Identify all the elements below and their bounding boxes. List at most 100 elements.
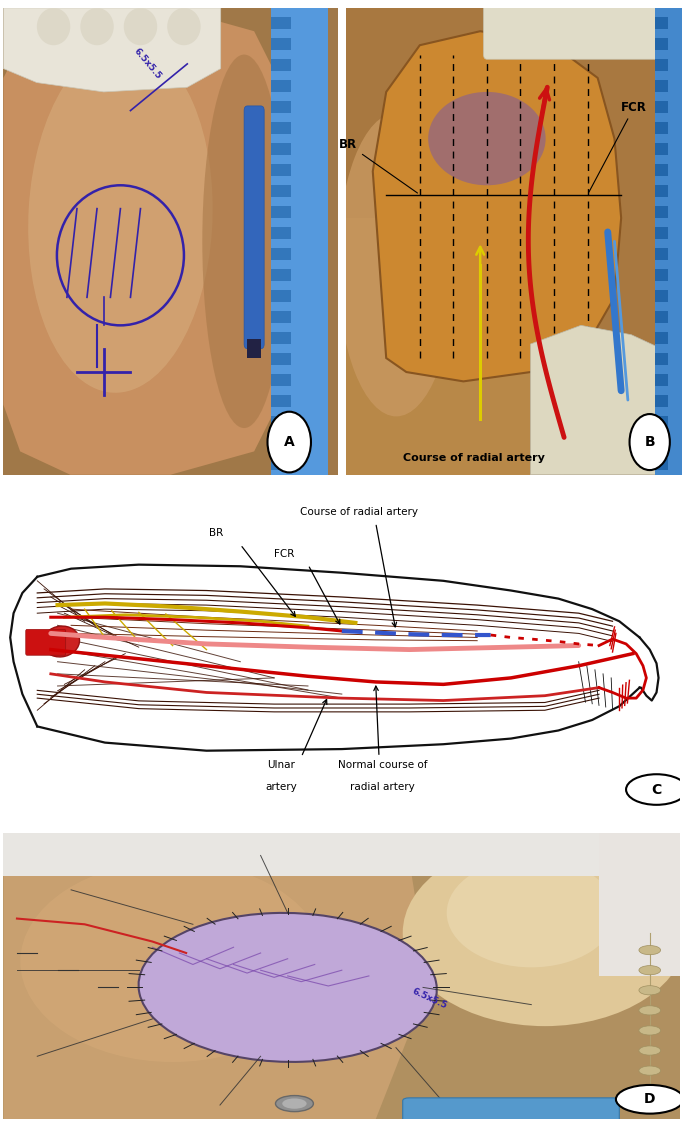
FancyBboxPatch shape <box>403 1098 619 1123</box>
Text: BR: BR <box>339 138 417 194</box>
Text: FCR: FCR <box>589 100 647 192</box>
Ellipse shape <box>21 862 325 1062</box>
FancyBboxPatch shape <box>271 60 291 71</box>
FancyBboxPatch shape <box>271 438 291 449</box>
FancyBboxPatch shape <box>271 332 291 344</box>
FancyBboxPatch shape <box>3 832 680 1119</box>
Circle shape <box>268 412 311 472</box>
Ellipse shape <box>428 92 546 186</box>
Ellipse shape <box>124 8 157 45</box>
FancyBboxPatch shape <box>271 227 291 238</box>
FancyBboxPatch shape <box>655 164 668 176</box>
FancyBboxPatch shape <box>655 312 668 323</box>
Text: 6.5x5.5: 6.5x5.5 <box>132 46 162 81</box>
Circle shape <box>282 1098 307 1109</box>
FancyBboxPatch shape <box>271 17 291 29</box>
Text: FCR: FCR <box>274 549 295 558</box>
Polygon shape <box>3 8 221 92</box>
FancyBboxPatch shape <box>346 8 682 475</box>
FancyBboxPatch shape <box>271 38 291 49</box>
Ellipse shape <box>80 8 114 45</box>
FancyBboxPatch shape <box>655 332 668 344</box>
FancyBboxPatch shape <box>655 123 668 134</box>
Circle shape <box>639 1066 660 1076</box>
Ellipse shape <box>138 912 437 1062</box>
FancyBboxPatch shape <box>655 249 668 260</box>
Ellipse shape <box>338 112 455 416</box>
FancyBboxPatch shape <box>655 353 668 364</box>
FancyBboxPatch shape <box>271 8 327 475</box>
FancyBboxPatch shape <box>655 8 682 475</box>
Circle shape <box>639 965 660 974</box>
Circle shape <box>639 945 660 955</box>
Text: B: B <box>645 435 655 449</box>
FancyBboxPatch shape <box>271 101 291 113</box>
FancyBboxPatch shape <box>271 249 291 260</box>
Circle shape <box>626 774 685 804</box>
Circle shape <box>616 1084 684 1114</box>
FancyBboxPatch shape <box>3 832 680 875</box>
FancyBboxPatch shape <box>655 38 668 49</box>
FancyBboxPatch shape <box>655 186 668 197</box>
FancyBboxPatch shape <box>271 123 291 134</box>
Text: A: A <box>284 435 295 449</box>
Polygon shape <box>373 32 621 381</box>
Ellipse shape <box>28 43 212 393</box>
FancyBboxPatch shape <box>655 206 668 218</box>
FancyBboxPatch shape <box>655 17 668 29</box>
Circle shape <box>639 1086 660 1096</box>
Text: D: D <box>644 1092 656 1106</box>
Polygon shape <box>3 8 277 475</box>
FancyBboxPatch shape <box>655 227 668 238</box>
FancyBboxPatch shape <box>271 353 291 364</box>
FancyBboxPatch shape <box>271 290 291 302</box>
FancyBboxPatch shape <box>271 458 291 470</box>
Ellipse shape <box>37 8 71 45</box>
FancyBboxPatch shape <box>244 106 264 349</box>
FancyBboxPatch shape <box>3 8 338 475</box>
Text: artery: artery <box>265 782 297 792</box>
Polygon shape <box>530 325 682 475</box>
FancyBboxPatch shape <box>484 3 685 60</box>
FancyBboxPatch shape <box>655 438 668 449</box>
Ellipse shape <box>447 858 616 968</box>
Circle shape <box>630 414 670 470</box>
Circle shape <box>639 1006 660 1015</box>
Ellipse shape <box>167 8 201 45</box>
FancyBboxPatch shape <box>655 80 668 92</box>
FancyBboxPatch shape <box>271 395 291 407</box>
FancyBboxPatch shape <box>655 143 668 155</box>
FancyBboxPatch shape <box>271 206 291 218</box>
FancyBboxPatch shape <box>271 375 291 386</box>
Text: Normal course of: Normal course of <box>338 760 427 771</box>
Text: C: C <box>651 783 662 796</box>
FancyBboxPatch shape <box>655 101 668 113</box>
FancyBboxPatch shape <box>655 458 668 470</box>
Ellipse shape <box>42 626 79 657</box>
FancyBboxPatch shape <box>271 143 291 155</box>
Text: 6.5x5.5: 6.5x5.5 <box>411 987 449 1011</box>
Circle shape <box>275 1096 314 1112</box>
FancyBboxPatch shape <box>599 832 680 975</box>
FancyBboxPatch shape <box>271 269 291 281</box>
FancyBboxPatch shape <box>346 218 564 475</box>
FancyBboxPatch shape <box>655 375 668 386</box>
FancyBboxPatch shape <box>271 312 291 323</box>
Ellipse shape <box>202 55 286 428</box>
FancyBboxPatch shape <box>655 395 668 407</box>
FancyBboxPatch shape <box>655 60 668 71</box>
FancyBboxPatch shape <box>655 416 668 428</box>
Text: BR: BR <box>210 529 224 539</box>
FancyBboxPatch shape <box>655 269 668 281</box>
Polygon shape <box>3 832 423 1119</box>
Text: Course of radial artery: Course of radial artery <box>403 453 545 463</box>
FancyBboxPatch shape <box>271 186 291 197</box>
Circle shape <box>639 1046 660 1055</box>
Text: radial artery: radial artery <box>350 782 415 792</box>
FancyBboxPatch shape <box>247 340 261 358</box>
FancyBboxPatch shape <box>271 416 291 428</box>
Circle shape <box>639 1026 660 1035</box>
Text: Course of radial artery: Course of radial artery <box>300 507 418 518</box>
FancyBboxPatch shape <box>271 80 291 92</box>
Text: Ulnar: Ulnar <box>267 760 295 771</box>
